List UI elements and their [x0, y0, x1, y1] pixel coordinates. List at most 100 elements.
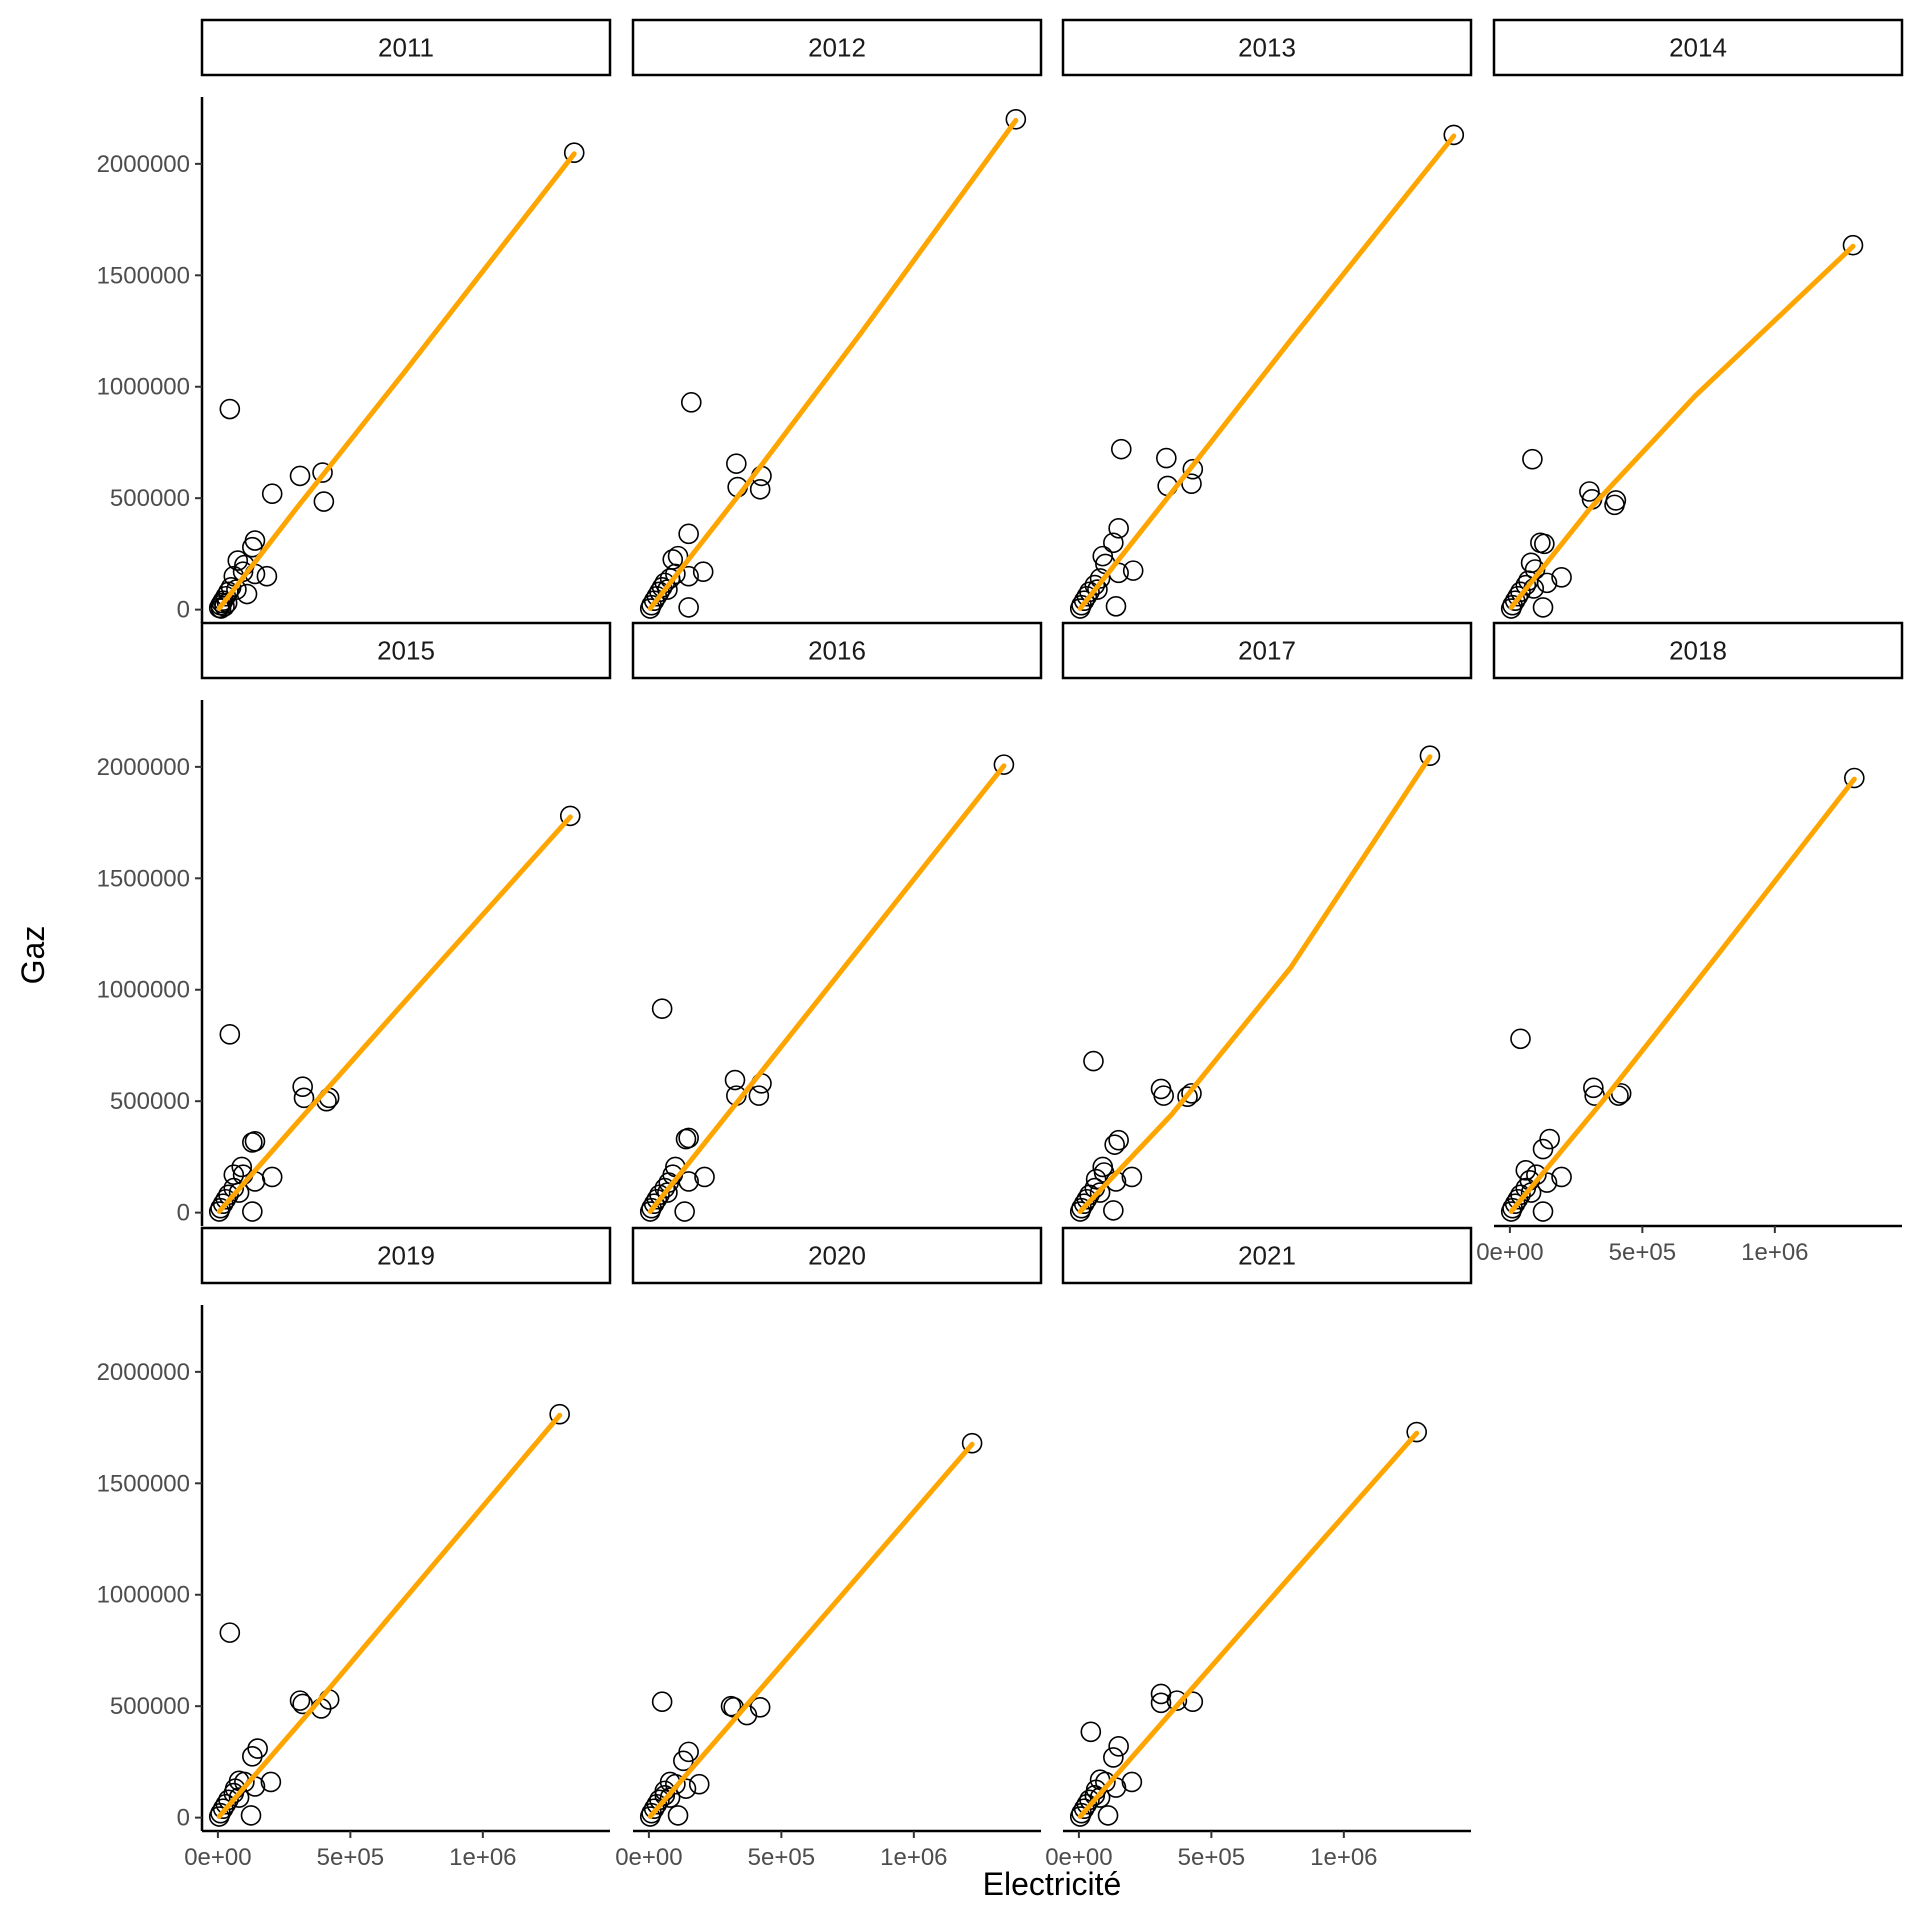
- data-point: [694, 1166, 715, 1188]
- data-point: [1604, 494, 1625, 516]
- data-point: [639, 1201, 661, 1222]
- x-tick-label: 5e+05: [317, 1844, 384, 1871]
- facet-panel: 2013: [1061, 18, 1473, 619]
- facet-panel: 2019 0 500000 1000000 1500000 2000000 0e+00 5e+…: [97, 1226, 612, 1871]
- facet-strip: [631, 18, 1043, 77]
- x-tick-label: 1e+06: [1741, 1239, 1808, 1266]
- y-axis-title: Gaz: [15, 926, 51, 985]
- facet-strip: [200, 1226, 612, 1285]
- data-point: [749, 1697, 771, 1718]
- x-tick-label: 1e+06: [1310, 1844, 1377, 1871]
- data-point: [748, 1085, 770, 1106]
- data-point: [1182, 458, 1204, 480]
- data-point: [219, 1622, 241, 1643]
- y-tick-label: 1500000: [97, 262, 190, 289]
- facet-strip-label: 2014: [1669, 33, 1727, 63]
- facet-panel: 2021 0e+00 5e+05 1e+06: [1045, 1226, 1473, 1871]
- x-axis-title: Electricité: [983, 1866, 1122, 1902]
- data-point: [211, 592, 233, 614]
- data-point: [665, 1773, 686, 1795]
- data-point: [1583, 1077, 1604, 1099]
- facet-panel: 2020 0e+00 5e+05 1e+06: [615, 1226, 1043, 1871]
- facet-panel: 2011 0 500000 1000000 1500000 2000000: [97, 18, 612, 624]
- fit-line: [1077, 754, 1433, 1214]
- data-point: [1419, 745, 1441, 767]
- data-point: [726, 453, 747, 474]
- data-point: [1089, 568, 1111, 589]
- data-point: [216, 592, 238, 614]
- data-point: [654, 1177, 676, 1199]
- data-point: [210, 598, 232, 619]
- data-point: [749, 478, 771, 500]
- data-point: [651, 998, 673, 1019]
- fit-line: [1508, 776, 1857, 1214]
- data-point: [724, 1069, 746, 1091]
- facet-panel: 2016: [631, 621, 1043, 1222]
- facet-strip: [200, 621, 612, 680]
- facet-strip-label: 2016: [808, 636, 866, 666]
- data-point: [657, 1182, 678, 1203]
- y-tick-label: 1000000: [97, 1582, 190, 1609]
- data-point: [674, 1201, 695, 1222]
- facet-strip-label: 2011: [378, 33, 434, 63]
- data-point: [1500, 598, 1522, 619]
- facet-strip-label: 2013: [1238, 33, 1296, 63]
- data-point: [293, 1087, 315, 1109]
- data-point: [228, 1787, 250, 1808]
- data-point: [1181, 473, 1202, 494]
- facet-panel: 2015 0 500000 1000000 1500000 2000000: [97, 621, 612, 1227]
- data-point: [292, 1076, 313, 1097]
- data-point: [1181, 1083, 1202, 1104]
- data-point: [639, 1806, 661, 1827]
- facet-strip-label: 2021: [1238, 1241, 1296, 1271]
- facet-strip-label: 2012: [808, 33, 866, 63]
- data-point: [692, 561, 714, 583]
- facet-strip: [200, 18, 612, 77]
- data-point: [549, 1403, 570, 1425]
- data-point: [563, 142, 585, 164]
- y-tick-label: 0: [177, 1805, 190, 1832]
- fit-line: [216, 1412, 563, 1819]
- data-point: [1150, 1692, 1172, 1714]
- data-point: [1103, 532, 1124, 554]
- data-point: [1069, 598, 1091, 619]
- data-point: [1443, 124, 1465, 146]
- data-point: [1005, 108, 1027, 130]
- data-point: [1083, 1050, 1104, 1072]
- facet-strip: [631, 1226, 1043, 1285]
- fit-line: [216, 814, 573, 1214]
- fit-line: [647, 763, 1007, 1214]
- data-point: [261, 483, 283, 505]
- data-point: [1406, 1421, 1427, 1443]
- y-tick-label: 2000000: [97, 1359, 190, 1386]
- fit-line: [1508, 243, 1856, 610]
- facet-panel: 2017: [1061, 621, 1473, 1222]
- data-point: [659, 1787, 681, 1808]
- facet-panel: 2012: [631, 18, 1043, 619]
- y-tick-label: 500000: [110, 485, 190, 512]
- data-point: [313, 491, 335, 512]
- data-point: [1500, 1201, 1522, 1222]
- data-point: [1177, 1086, 1198, 1108]
- data-point: [289, 1690, 311, 1711]
- data-point: [1153, 1085, 1174, 1106]
- x-tick-label: 0e+00: [1476, 1239, 1543, 1266]
- x-tick-label: 1e+06: [449, 1844, 516, 1871]
- data-point: [1166, 1690, 1188, 1711]
- data-point: [227, 550, 249, 571]
- data-point: [260, 1771, 282, 1793]
- data-point: [1080, 1721, 1102, 1743]
- facet-strip: [1492, 18, 1904, 77]
- data-point: [1108, 1736, 1129, 1757]
- data-point: [1551, 567, 1572, 588]
- data-point: [1522, 448, 1543, 470]
- data-point: [1108, 517, 1129, 539]
- data-point: [1103, 1747, 1124, 1768]
- data-point: [1108, 1129, 1129, 1151]
- data-point: [1103, 1200, 1124, 1221]
- data-point: [680, 392, 702, 413]
- data-point: [1156, 447, 1177, 469]
- data-point: [1104, 1134, 1125, 1155]
- data-point: [1084, 574, 1106, 596]
- data-point: [678, 1171, 699, 1192]
